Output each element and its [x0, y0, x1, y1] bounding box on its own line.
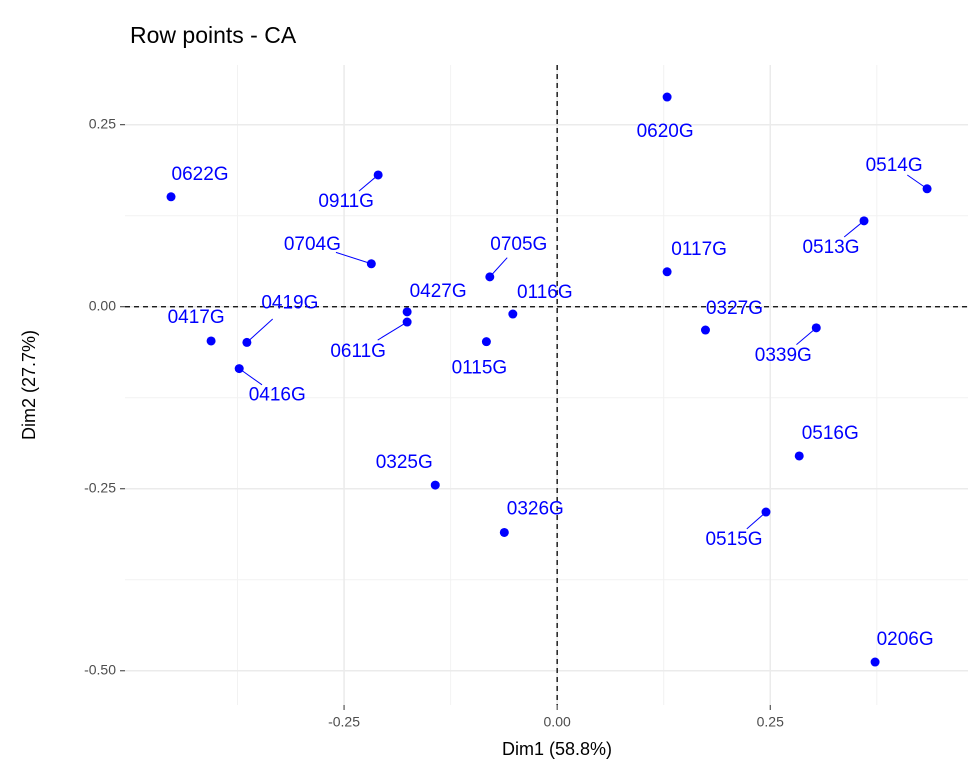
point [206, 336, 216, 346]
point-label: 0427G [410, 281, 467, 302]
point [481, 337, 491, 347]
point-label: 0515G [705, 529, 762, 550]
y-tick-label: 0.25 [89, 115, 116, 131]
x-tick-label: 0.25 [757, 714, 784, 730]
y-axis-title: Dim2 (27.7%) [19, 330, 39, 440]
point-label: 0704G [284, 234, 341, 255]
label-connector [238, 368, 263, 386]
point [430, 480, 440, 490]
point [366, 259, 376, 269]
x-tick-label: -0.25 [328, 714, 360, 730]
point-label: 0326G [507, 498, 564, 519]
label-connector [335, 251, 372, 265]
point-label: 0417G [168, 307, 225, 328]
point-label: 0206G [877, 629, 934, 650]
point [662, 92, 672, 102]
point [870, 657, 880, 667]
point-label: 0622G [172, 164, 229, 185]
point [402, 307, 412, 317]
point [373, 170, 383, 180]
x-tick-label: 0.00 [544, 714, 571, 730]
point-label: 0620G [637, 121, 694, 142]
point [508, 309, 518, 319]
point [499, 527, 509, 537]
point-label: 0516G [802, 423, 859, 444]
point [234, 364, 244, 374]
point [700, 325, 710, 335]
point [166, 192, 176, 202]
point [761, 507, 771, 517]
point-label: 0327G [706, 298, 763, 319]
point-label: 0514G [866, 155, 923, 176]
point [794, 451, 804, 461]
point-label: 0611G [330, 341, 386, 362]
point-label: 0419G [261, 292, 318, 313]
point-label: 0339G [755, 345, 812, 366]
point-label: 0325G [376, 452, 433, 473]
chart-title: Row points - CA [130, 22, 297, 48]
point [922, 184, 932, 194]
point-label: 0705G [490, 234, 547, 255]
label-connector [246, 318, 274, 343]
point [811, 323, 821, 333]
point-label: 0115G [452, 358, 508, 379]
point [402, 317, 412, 327]
point-label: 0116G [517, 282, 573, 303]
point [485, 272, 495, 282]
label-connector [377, 321, 408, 341]
point-label: 0117G [671, 239, 727, 260]
point [662, 267, 672, 277]
point-label: 0911G [318, 191, 374, 212]
point [242, 337, 252, 347]
point-label: 0513G [802, 237, 859, 258]
y-tick-label: 0.00 [89, 297, 116, 313]
y-tick-label: -0.25 [84, 479, 116, 495]
point [859, 216, 869, 226]
y-tick-label: -0.50 [84, 661, 116, 677]
point-label: 0416G [249, 385, 306, 406]
x-axis-title: Dim1 (58.8%) [502, 739, 612, 759]
